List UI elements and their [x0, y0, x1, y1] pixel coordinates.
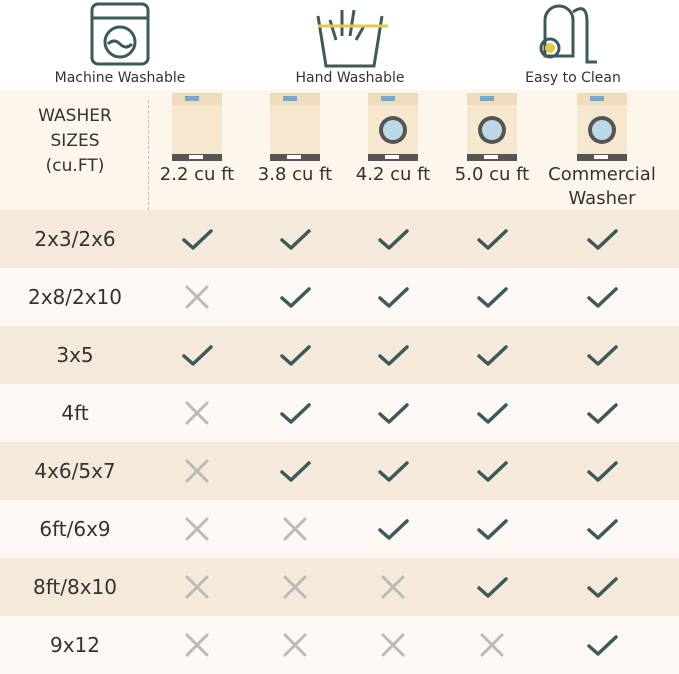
check-mark	[477, 345, 508, 366]
column-header: 2.2 cu ft	[159, 164, 235, 185]
check-mark	[477, 461, 508, 482]
check-mark	[280, 403, 311, 424]
check-mark	[378, 403, 409, 424]
corner-header: WASHER SIZES (cu.FT)	[38, 106, 112, 176]
washer-icon	[368, 93, 418, 161]
row-label: 4ft	[61, 401, 89, 425]
feature-icons	[90, 2, 597, 68]
row-label: 6ft/6x9	[39, 517, 111, 541]
cross-mark	[185, 401, 209, 425]
check-mark	[587, 461, 618, 482]
feature-label: Hand Washable	[295, 70, 405, 86]
cross-mark	[185, 633, 209, 657]
divider	[148, 100, 149, 210]
check-mark	[587, 287, 618, 308]
check-mark	[280, 229, 311, 250]
check-mark	[477, 403, 508, 424]
feature-label: Easy to Clean	[525, 70, 621, 86]
check-mark	[280, 345, 311, 366]
table-row	[0, 558, 679, 616]
table-row	[0, 384, 679, 442]
column-header: 5.0 cu ft	[454, 164, 530, 185]
row-label: 2x3/2x6	[34, 227, 116, 251]
row-label: 4x6/5x7	[34, 459, 116, 483]
check-mark	[587, 345, 618, 366]
column-header: 4.2 cu ft	[355, 164, 431, 185]
washer-icon	[270, 93, 320, 161]
table-header	[0, 90, 679, 210]
check-mark	[477, 577, 508, 598]
cross-mark	[480, 633, 504, 657]
table-row	[0, 442, 679, 500]
check-mark	[587, 229, 618, 250]
check-mark	[378, 229, 409, 250]
cross-mark	[381, 633, 405, 657]
check-mark	[587, 577, 618, 598]
check-mark	[477, 519, 508, 540]
table-row	[0, 326, 679, 384]
check-mark	[182, 229, 213, 250]
check-mark	[280, 287, 311, 308]
check-mark	[477, 229, 508, 250]
check-mark	[280, 461, 311, 482]
table-row	[0, 210, 679, 268]
cross-mark	[381, 575, 405, 599]
washer-icon	[577, 93, 627, 161]
table-row	[0, 268, 679, 326]
feature-label: Machine Washable	[54, 70, 186, 86]
cross-mark	[185, 285, 209, 309]
check-mark	[587, 403, 618, 424]
check-mark	[587, 519, 618, 540]
row-label: 2x8/2x10	[27, 285, 123, 309]
table-row	[0, 500, 679, 558]
check-mark	[378, 287, 409, 308]
row-label: 9x12	[49, 633, 100, 657]
check-mark	[378, 519, 409, 540]
check-mark	[587, 635, 618, 656]
check-mark	[378, 345, 409, 366]
washer-icon	[172, 93, 222, 161]
cross-mark	[185, 517, 209, 541]
check-mark	[378, 461, 409, 482]
cross-mark	[185, 575, 209, 599]
cross-mark	[185, 459, 209, 483]
column-header: Commercial Washer	[548, 164, 656, 209]
table-row	[0, 616, 679, 674]
row-label: 8ft/8x10	[32, 575, 117, 599]
cross-mark	[283, 575, 307, 599]
check-mark	[477, 287, 508, 308]
column-header: 3.8 cu ft	[257, 164, 333, 185]
check-mark	[182, 345, 213, 366]
washer-icon	[467, 93, 517, 161]
cross-mark	[283, 633, 307, 657]
cross-mark	[283, 517, 307, 541]
row-label: 3x5	[56, 343, 94, 367]
